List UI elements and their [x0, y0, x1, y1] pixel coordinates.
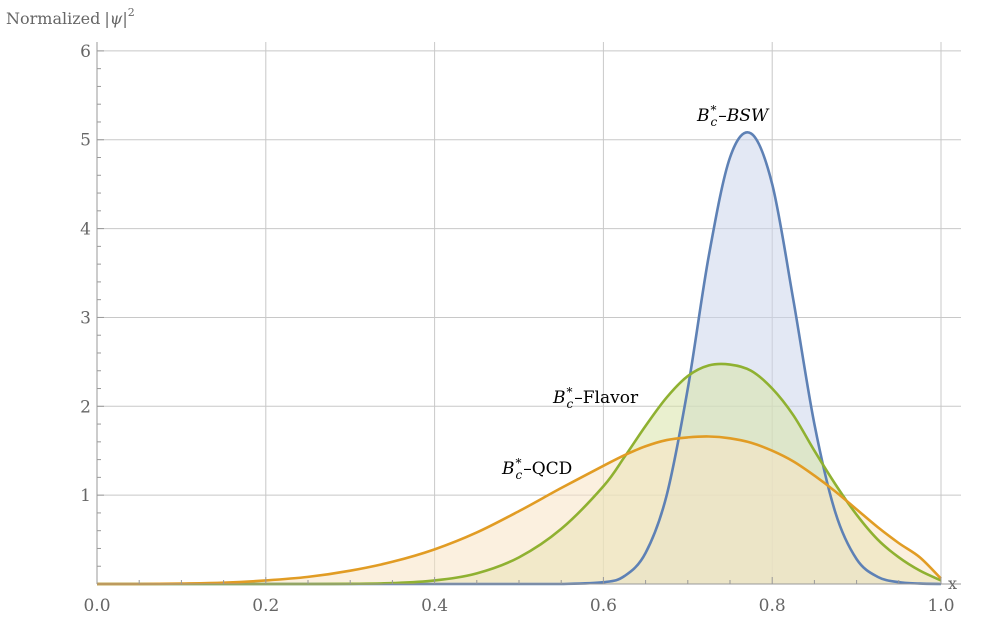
- series-line-qcd: [97, 435, 942, 586]
- x-tick-label: 1.0: [927, 596, 954, 616]
- series-areas: [97, 132, 941, 584]
- y-tick-label: 5: [80, 131, 91, 151]
- tick-labels: 0.0 0.2 0.4 0.6 0.8 1.0 1 2 3 4 5 6: [80, 42, 954, 616]
- y-tick-label: 3: [80, 308, 91, 328]
- y-tick-label: 6: [80, 42, 91, 62]
- x-tick-label: 0.2: [252, 596, 279, 616]
- x-tick-label: 0.6: [590, 596, 617, 616]
- curve-labels: B* c–BSW B* c–Flavor B* c–QCD: [501, 103, 770, 482]
- y-tick-label: 2: [80, 397, 91, 417]
- curve-label-qcd: B* c–QCD: [501, 456, 572, 482]
- grid: [97, 42, 961, 584]
- x-tick-label: 0.4: [421, 596, 448, 616]
- y-tick-label: 1: [80, 486, 91, 506]
- y-axis-title: Normalized |ψ|2: [6, 6, 135, 28]
- x-tick-label: 0.8: [759, 596, 786, 616]
- curve-label-flavor: B* c–Flavor: [552, 385, 639, 411]
- x-tick-label: 0.0: [83, 596, 110, 616]
- y-tick-label: 4: [80, 220, 91, 240]
- x-axis-title: x: [948, 574, 957, 593]
- series-area-qcd: [97, 436, 941, 584]
- axes: [96, 42, 961, 585]
- curve-label-bsw: B* c–BSW: [696, 103, 770, 129]
